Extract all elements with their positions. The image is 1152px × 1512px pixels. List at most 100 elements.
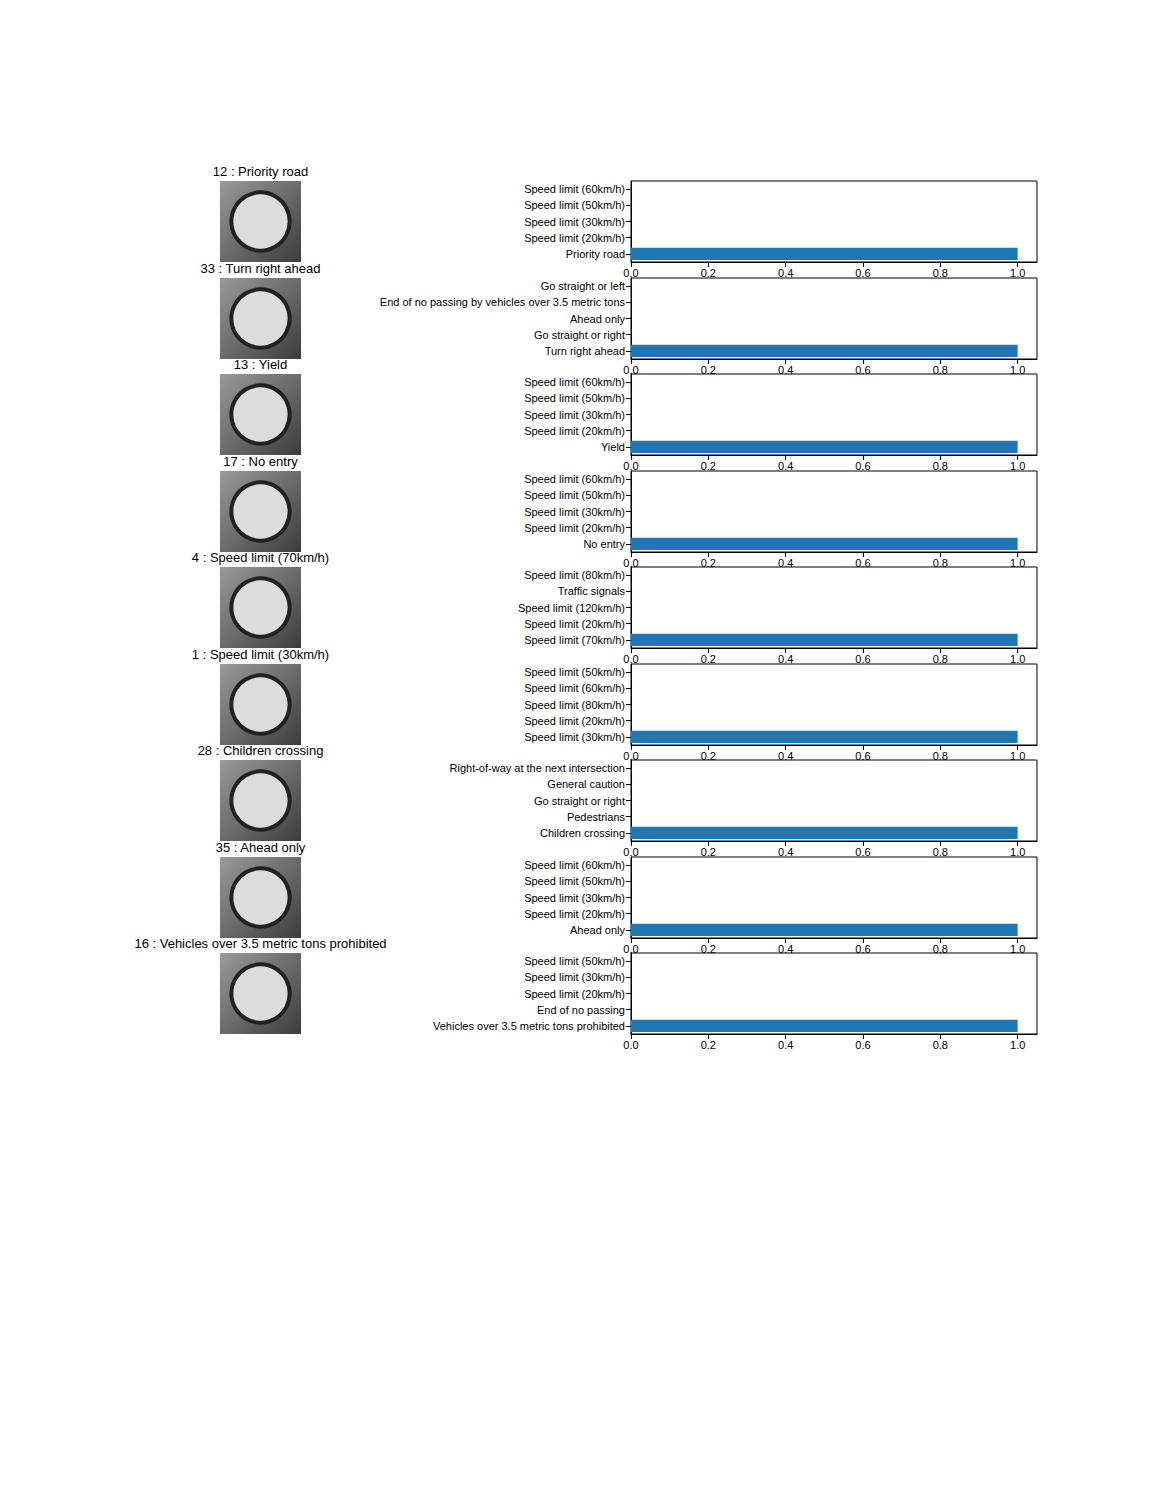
svg-text:Speed limit (30km/h): Speed limit (30km/h) [524,892,625,904]
svg-text:Speed limit (50km/h): Speed limit (50km/h) [524,392,625,404]
svg-text:Turn right ahead: Turn right ahead [545,345,625,357]
svg-text:Speed limit (60km/h): Speed limit (60km/h) [524,682,625,694]
svg-text:0.4: 0.4 [778,1039,793,1051]
svg-text:33 : Turn right ahead: 33 : Turn right ahead [201,261,321,276]
svg-text:0.4: 0.4 [778,750,793,762]
svg-text:1.0: 1.0 [1010,1039,1025,1051]
svg-text:Speed limit (30km/h): Speed limit (30km/h) [524,409,625,421]
svg-text:16 : Vehicles over 3.5 metric: 16 : Vehicles over 3.5 metric tons prohi… [134,936,386,951]
svg-text:Ahead only: Ahead only [570,313,626,325]
svg-text:35 : Ahead only: 35 : Ahead only [216,840,306,855]
svg-text:Ahead only: Ahead only [570,924,626,936]
svg-text:0.4: 0.4 [778,460,793,472]
svg-text:0.4: 0.4 [778,267,793,279]
svg-text:0.4: 0.4 [778,943,793,955]
svg-text:0.0: 0.0 [623,943,638,955]
svg-text:1.0: 1.0 [1010,460,1025,472]
svg-text:1.0: 1.0 [1010,750,1025,762]
svg-text:0.2: 0.2 [701,460,716,472]
svg-text:0.8: 0.8 [933,267,948,279]
svg-text:0.2: 0.2 [701,750,716,762]
svg-text:0.8: 0.8 [933,846,948,858]
svg-text:1.0: 1.0 [1010,943,1025,955]
svg-text:12 : Priority road: 12 : Priority road [213,164,308,179]
svg-text:0.0: 0.0 [623,460,638,472]
svg-text:0.8: 0.8 [933,460,948,472]
svg-text:0.0: 0.0 [623,557,638,569]
svg-text:Speed limit (20km/h): Speed limit (20km/h) [524,988,625,1000]
svg-text:28 : Children crossing: 28 : Children crossing [198,743,324,758]
svg-text:0.2: 0.2 [701,1039,716,1051]
svg-text:0.2: 0.2 [701,846,716,858]
svg-text:1.0: 1.0 [1010,267,1025,279]
svg-text:0.4: 0.4 [778,557,793,569]
svg-text:0.0: 0.0 [623,364,638,376]
svg-text:1.0: 1.0 [1010,846,1025,858]
svg-text:Speed limit (50km/h): Speed limit (50km/h) [524,875,625,887]
svg-text:Speed limit (50km/h): Speed limit (50km/h) [524,955,625,967]
svg-text:General caution: General caution [547,778,625,790]
svg-text:0.2: 0.2 [701,653,716,665]
svg-text:Speed limit (60km/h): Speed limit (60km/h) [524,473,625,485]
svg-text:1.0: 1.0 [1010,557,1025,569]
svg-text:1.0: 1.0 [1010,653,1025,665]
svg-text:1.0: 1.0 [1010,364,1025,376]
svg-text:0.2: 0.2 [701,943,716,955]
svg-text:0.6: 0.6 [855,846,870,858]
svg-text:End of no passing by vehicles: End of no passing by vehicles over 3.5 m… [380,296,626,308]
svg-text:0.8: 0.8 [933,943,948,955]
svg-text:Vehicles over 3.5 metric tons: Vehicles over 3.5 metric tons prohibited [433,1020,625,1032]
svg-text:1 : Speed limit (30km/h): 1 : Speed limit (30km/h) [192,647,329,662]
svg-text:Go straight or right: Go straight or right [534,329,625,341]
svg-text:0.8: 0.8 [933,364,948,376]
svg-text:Traffic signals: Traffic signals [558,585,626,597]
svg-text:0.4: 0.4 [778,846,793,858]
svg-text:0.2: 0.2 [701,267,716,279]
svg-text:0.4: 0.4 [778,364,793,376]
svg-text:0.6: 0.6 [855,750,870,762]
svg-text:0.6: 0.6 [855,653,870,665]
svg-text:0.6: 0.6 [855,1039,870,1051]
svg-text:Speed limit (70km/h): Speed limit (70km/h) [524,634,625,646]
svg-text:Go straight or right: Go straight or right [534,795,625,807]
svg-text:Speed limit (120km/h): Speed limit (120km/h) [518,602,625,614]
svg-text:Speed limit (30km/h): Speed limit (30km/h) [524,971,625,983]
svg-text:0.6: 0.6 [855,557,870,569]
svg-text:0.6: 0.6 [855,267,870,279]
svg-text:0.0: 0.0 [623,846,638,858]
svg-text:Speed limit (20km/h): Speed limit (20km/h) [524,618,625,630]
svg-text:Speed limit (20km/h): Speed limit (20km/h) [524,232,625,244]
svg-text:13 : Yield: 13 : Yield [234,357,288,372]
svg-text:Right-of-way at the next inter: Right-of-way at the next intersection [450,762,625,774]
svg-text:Go straight or left: Go straight or left [541,280,625,292]
svg-text:Speed limit (60km/h): Speed limit (60km/h) [524,183,625,195]
svg-text:0.6: 0.6 [855,943,870,955]
svg-text:0.0: 0.0 [623,267,638,279]
svg-text:Speed limit (20km/h): Speed limit (20km/h) [524,522,625,534]
svg-text:Priority road: Priority road [566,248,625,260]
svg-text:Speed limit (50km/h): Speed limit (50km/h) [524,199,625,211]
svg-text:0.0: 0.0 [623,653,638,665]
svg-text:0.8: 0.8 [933,557,948,569]
svg-text:0.8: 0.8 [933,750,948,762]
svg-text:0.8: 0.8 [933,653,948,665]
svg-text:No entry: No entry [583,538,625,550]
svg-text:Pedestrians: Pedestrians [567,811,626,823]
svg-text:Speed limit (30km/h): Speed limit (30km/h) [524,216,625,228]
svg-text:0.0: 0.0 [623,750,638,762]
svg-text:Speed limit (20km/h): Speed limit (20km/h) [524,908,625,920]
svg-text:0.8: 0.8 [933,1039,948,1051]
svg-text:Speed limit (50km/h): Speed limit (50km/h) [524,666,625,678]
svg-text:Speed limit (30km/h): Speed limit (30km/h) [524,731,625,743]
svg-text:Speed limit (50km/h): Speed limit (50km/h) [524,489,625,501]
svg-text:0.0: 0.0 [623,1039,638,1051]
svg-text:Speed limit (20km/h): Speed limit (20km/h) [524,425,625,437]
svg-text:Speed limit (60km/h): Speed limit (60km/h) [524,376,625,388]
svg-text:0.2: 0.2 [701,364,716,376]
svg-text:0.2: 0.2 [701,557,716,569]
svg-text:Children crossing: Children crossing [540,827,625,839]
svg-text:Speed limit (80km/h): Speed limit (80km/h) [524,699,625,711]
svg-text:Speed limit (60km/h): Speed limit (60km/h) [524,859,625,871]
svg-text:Yield: Yield [601,441,625,453]
svg-text:4 : Speed limit (70km/h): 4 : Speed limit (70km/h) [192,550,329,565]
